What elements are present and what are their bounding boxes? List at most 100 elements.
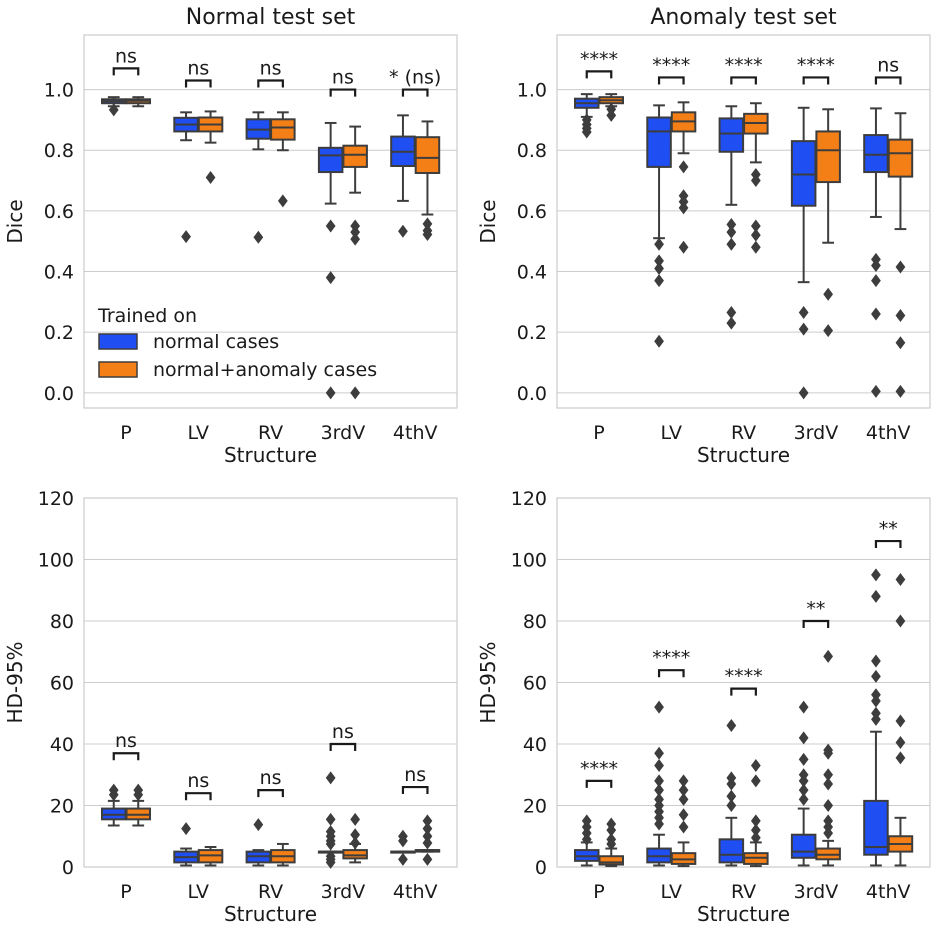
outlier-point	[678, 201, 689, 215]
outlier-point	[654, 700, 664, 714]
box-mix-3rdV	[342, 812, 368, 864]
box-normal-3rdV	[790, 106, 817, 400]
outlier-point	[678, 160, 689, 174]
x-tick-label: 3rdV	[794, 881, 839, 903]
box-normal-LV	[646, 104, 672, 348]
box-normal-3rdV	[317, 121, 344, 400]
y-tick-label: 0.6	[517, 201, 547, 223]
outlier-point	[871, 694, 881, 708]
outlier-point	[895, 309, 906, 323]
iqr-box	[646, 116, 672, 168]
outlier-point	[325, 386, 336, 400]
significance-label: ns	[332, 721, 354, 743]
y-tick-label: 0.2	[517, 322, 547, 344]
outlier-point	[678, 240, 689, 254]
y-tick-label: 20	[523, 796, 547, 818]
significance-bracket	[401, 785, 429, 795]
outlier-point	[726, 789, 737, 803]
outlier-point	[606, 837, 617, 851]
box-mix-RV	[743, 102, 769, 254]
box-mix-LV	[197, 846, 224, 867]
box-mix-4thV	[887, 112, 914, 398]
outlier-point	[823, 324, 834, 338]
y-tick-label: 100	[511, 550, 547, 572]
outlier-point	[678, 774, 689, 788]
outlier-point	[871, 258, 881, 272]
x-tick-label: RV	[731, 422, 756, 444]
x-axis-label: Structure	[224, 902, 317, 926]
outlier-point	[654, 254, 664, 268]
iqr-box	[887, 138, 914, 178]
outlier-point	[205, 171, 216, 185]
box-normal-RV	[718, 719, 745, 867]
significance-label: ****	[580, 48, 618, 70]
outlier-point	[895, 572, 906, 586]
x-tick-label: RV	[258, 881, 283, 903]
box-normal-P	[574, 93, 600, 139]
outlier-point	[750, 228, 761, 242]
outlier-point	[350, 836, 361, 850]
x-tick-label: P	[593, 422, 604, 444]
outlier-point	[871, 712, 881, 726]
significance-bracket	[112, 67, 140, 76]
panel-dice_normal: 0.0 0.2 0.4 0.6 0.8 1.0 P LV RV 3rdV 4thV Structure…	[3, 5, 458, 467]
outlier-point	[398, 224, 408, 238]
outlier-point	[422, 852, 433, 866]
outlier-point	[798, 386, 809, 400]
x-tick-label: 4thV	[866, 422, 911, 444]
outlier-point	[678, 820, 689, 834]
outlier-point	[750, 774, 761, 788]
significance-bracket	[329, 742, 357, 751]
x-tick-label: P	[120, 422, 131, 444]
outlier-point	[823, 799, 834, 812]
outlier-point	[581, 832, 592, 846]
iqr-box	[815, 130, 841, 184]
box-mix-RV	[270, 111, 296, 208]
outlier-point	[108, 788, 119, 802]
box-normal-4thV	[863, 107, 889, 398]
panel-hd_anomaly: 0 20 40 60 80 100 120 P LV RV 3rdV 4thV Structure HD-…	[476, 488, 931, 926]
significance-bracket	[329, 88, 357, 97]
iqr-box	[718, 838, 745, 864]
box-mix-3rdV	[815, 108, 841, 338]
outlier-point	[133, 788, 144, 802]
significance-bracket	[585, 70, 613, 79]
y-tick-label: 0.4	[44, 262, 74, 284]
box-mix-4thV	[414, 120, 441, 242]
significance-label: ns	[115, 730, 137, 752]
y-tick-label: 80	[50, 611, 74, 633]
box-mix-RV	[743, 759, 769, 868]
box-mix-LV	[670, 101, 697, 254]
outlier-point	[895, 260, 906, 274]
x-axis-label: Structure	[697, 443, 790, 467]
y-tick-label: 1.0	[44, 80, 74, 102]
outlier-point	[253, 818, 264, 832]
outlier-point	[871, 307, 881, 321]
y-tick-label: 0	[535, 857, 547, 879]
outlier-point	[277, 194, 288, 208]
outlier-point	[422, 814, 433, 828]
significance-label: * (ns)	[389, 67, 441, 89]
outlier-point	[654, 274, 664, 288]
iqr-box	[342, 849, 368, 860]
outlier-point	[750, 219, 761, 233]
y-axis-label: Dice	[476, 199, 500, 243]
x-tick-label: 4thV	[393, 881, 438, 903]
legend-swatch-normal	[98, 333, 138, 350]
outlier-point	[350, 812, 361, 826]
box-normal-RV	[718, 105, 745, 330]
y-tick-label: 100	[38, 550, 74, 572]
significance-bracket	[112, 752, 140, 761]
panel-hd_normal: 0 20 40 60 80 100 120 P LV RV 3rdV 4thV Structure HD-…	[3, 488, 458, 926]
significance-label: ns	[260, 767, 282, 789]
box-mix-LV	[197, 110, 224, 185]
x-tick-label: P	[120, 881, 131, 903]
outlier-point	[678, 783, 689, 797]
outlier-point	[895, 751, 906, 765]
significance-label: ns	[332, 67, 354, 89]
iqr-box	[863, 134, 889, 174]
significance-bracket	[257, 79, 284, 88]
significance-bracket	[401, 88, 429, 97]
y-axis-label: Dice	[3, 199, 27, 243]
outlier-point	[895, 614, 906, 628]
